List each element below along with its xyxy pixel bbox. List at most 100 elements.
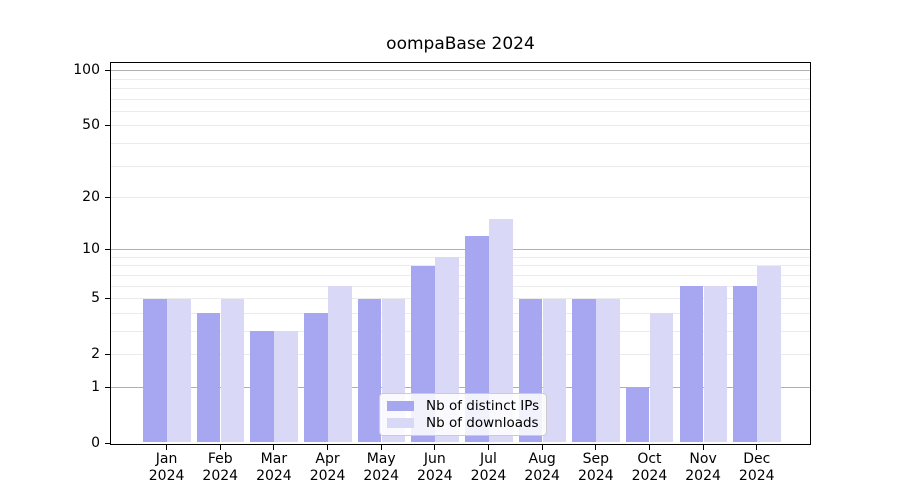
x-tick-mark	[541, 443, 543, 450]
bar-downloads-sep	[596, 298, 620, 443]
y-tick-label: 2	[91, 346, 100, 363]
x-tick-year: 2024	[685, 467, 721, 484]
x-tick-mark	[380, 443, 382, 450]
y-tick-mark	[105, 125, 111, 127]
minor-gridline	[111, 265, 810, 267]
x-tick-year: 2024	[631, 467, 668, 484]
y-tick-mark	[105, 386, 111, 389]
x-tick-label: Dec 2024	[725, 451, 789, 485]
minor-gridline	[111, 142, 810, 144]
x-tick-label: Oct 2024	[617, 451, 681, 485]
bar-downloads-jul	[489, 219, 513, 443]
x-tick-mark	[166, 443, 168, 450]
x-tick-month: Mar	[260, 450, 288, 467]
x-tick-label: Nov 2024	[671, 451, 735, 485]
x-tick-year: 2024	[738, 467, 775, 484]
legend: Nb of distinct IPs Nb of downloads	[379, 393, 547, 436]
bar-distinct-ips-apr	[304, 313, 328, 443]
y-tick-mark	[105, 249, 111, 251]
x-tick-year: 2024	[256, 467, 292, 484]
y-tick-label: 50	[82, 117, 100, 134]
y-tick-mark	[105, 442, 111, 445]
legend-swatch-distinct-ips	[387, 400, 414, 411]
bar-distinct-ips-jan	[143, 298, 167, 443]
x-tick-mark	[595, 443, 597, 450]
bar-distinct-ips-feb	[196, 313, 221, 443]
x-tick-month: Apr	[315, 450, 340, 467]
x-tick-year: 2024	[577, 467, 614, 484]
legend-entry-downloads: Nb of downloads	[387, 415, 539, 431]
minor-gridline	[111, 110, 810, 112]
x-tick-mark	[326, 443, 329, 450]
x-tick-month: Jan	[155, 450, 178, 467]
major-gridline	[111, 249, 810, 251]
minor-gridline	[111, 312, 810, 314]
x-tick-month: Dec	[743, 450, 771, 467]
y-tick-label: 5	[91, 290, 100, 307]
x-tick-label: May 2024	[349, 451, 413, 485]
bar-distinct-ips-nov	[679, 286, 704, 443]
x-tick-mark	[756, 443, 758, 450]
bar-distinct-ips-sep	[572, 298, 596, 443]
x-tick-mark	[219, 443, 221, 450]
bar-downloads-dec	[757, 265, 781, 443]
minor-gridline	[111, 354, 810, 356]
minor-gridline	[111, 165, 810, 167]
x-tick-month: Sep	[582, 450, 609, 467]
x-tick-year: 2024	[202, 467, 239, 484]
x-tick-label: Apr 2024	[296, 451, 360, 485]
bar-distinct-ips-mar	[250, 331, 274, 443]
bar-downloads-feb	[220, 298, 245, 443]
bar-distinct-ips-jul	[465, 236, 489, 443]
minor-gridline	[111, 125, 810, 127]
y-tick-label: 0	[91, 435, 100, 451]
y-tick-mark	[105, 70, 111, 72]
bar-distinct-ips-dec	[733, 286, 757, 443]
x-tick-mark	[434, 443, 436, 450]
bar-downloads-nov	[703, 286, 728, 443]
x-tick-month: Feb	[207, 450, 233, 467]
bar-distinct-ips-oct	[625, 387, 650, 443]
y-tick-mark	[105, 196, 111, 199]
x-tick-label: Mar 2024	[242, 451, 306, 485]
legend-label-distinct-ips: Nb of distinct IPs	[426, 397, 540, 414]
minor-gridline	[111, 285, 810, 287]
x-tick-month: Jul	[480, 450, 497, 467]
x-tick-year: 2024	[148, 467, 185, 484]
x-tick-month: Oct	[637, 450, 662, 467]
x-tick-mark	[273, 443, 275, 450]
x-tick-year: 2024	[363, 467, 399, 484]
minor-gridline	[111, 274, 810, 276]
x-tick-label: Feb 2024	[188, 451, 252, 485]
x-tick-month: Nov	[689, 450, 717, 467]
minor-gridline	[111, 330, 810, 332]
y-tick-mark	[105, 354, 111, 356]
bar-downloads-jan	[167, 298, 191, 443]
legend-entry-distinct-ips: Nb of distinct IPs	[387, 398, 539, 414]
bar-downloads-oct	[649, 313, 674, 443]
x-tick-month: Aug	[528, 450, 556, 467]
major-gridline	[111, 70, 810, 72]
x-tick-year: 2024	[417, 467, 453, 484]
x-tick-year: 2024	[524, 467, 560, 484]
x-tick-label: Jun 2024	[403, 451, 467, 485]
bar-distinct-ips-may	[357, 298, 382, 443]
x-tick-year: 2024	[309, 467, 346, 484]
x-tick-month: May	[366, 450, 396, 467]
minor-gridline	[111, 298, 810, 300]
minor-gridline	[111, 98, 810, 100]
x-tick-label: Sep 2024	[564, 451, 628, 485]
y-tick-label: 10	[82, 241, 100, 258]
bar-downloads-aug	[542, 298, 567, 443]
bar-downloads-mar	[274, 331, 298, 443]
x-tick-label: Aug 2024	[510, 451, 574, 485]
x-tick-label: Jul 2024	[457, 451, 521, 485]
x-tick-month: Jun	[423, 450, 446, 467]
x-tick-mark	[487, 443, 490, 450]
bar-downloads-apr	[328, 286, 352, 443]
y-tick-mark	[105, 298, 111, 300]
chart-title: oompaBase 2024	[386, 34, 535, 54]
